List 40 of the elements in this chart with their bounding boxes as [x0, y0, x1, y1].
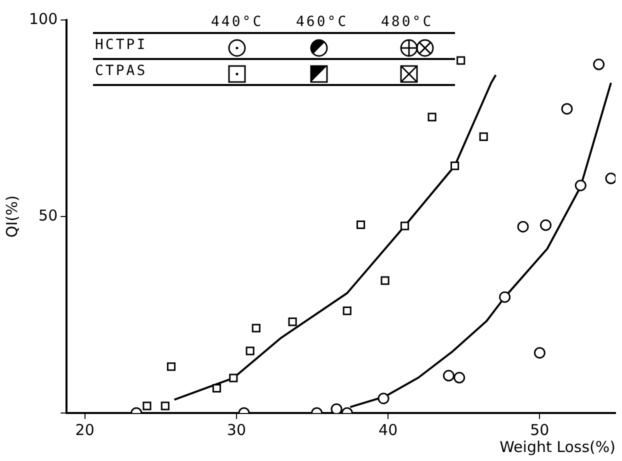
- point: [574, 180, 586, 192]
- point: [450, 162, 460, 170]
- point: [540, 219, 552, 231]
- point: [288, 318, 297, 326]
- point: [456, 56, 466, 65]
- x-tick-label: 50: [530, 420, 550, 439]
- point: [605, 172, 616, 184]
- point: [454, 372, 466, 384]
- x-tick-label: 20: [75, 420, 94, 439]
- point: [356, 220, 366, 230]
- x-axis-title: Weight Loss(%): [500, 438, 616, 456]
- point: [499, 291, 511, 303]
- point: [517, 220, 529, 232]
- annotation: CTPAS: [95, 63, 148, 79]
- point: [400, 222, 410, 230]
- point: [378, 392, 390, 404]
- point: [380, 276, 390, 285]
- y-tick-label: 100: [28, 10, 58, 28]
- point: [160, 402, 170, 410]
- point: [534, 347, 546, 359]
- point: [252, 324, 260, 332]
- y-axis-title: QI(%): [2, 195, 21, 238]
- point: [442, 370, 454, 382]
- point: [342, 306, 352, 316]
- point: [212, 384, 222, 393]
- point: [229, 374, 238, 382]
- annotation: HCTPI: [95, 37, 148, 53]
- annotation: 440°C: [211, 14, 264, 30]
- x-tick-label: 40: [378, 420, 398, 439]
- point: [428, 112, 436, 122]
- point: [246, 346, 254, 356]
- point: [561, 103, 573, 115]
- annotation: 480°C: [381, 14, 434, 30]
- point: [142, 402, 152, 410]
- point: [166, 362, 176, 371]
- point: [593, 58, 605, 70]
- point: [330, 403, 342, 413]
- point: [479, 132, 488, 142]
- annotation: 460°C: [296, 14, 348, 30]
- x-tick-label: 30: [226, 420, 246, 439]
